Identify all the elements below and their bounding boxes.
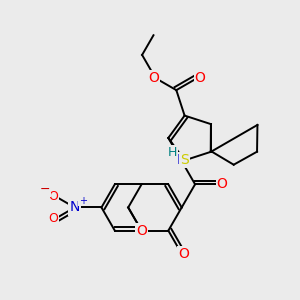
Text: −: − <box>40 183 50 196</box>
Text: O: O <box>195 71 206 85</box>
Text: O: O <box>48 212 58 225</box>
Text: H: H <box>168 146 178 159</box>
Text: O: O <box>178 247 189 261</box>
Text: O: O <box>148 71 159 85</box>
Text: N: N <box>70 200 80 214</box>
Text: O: O <box>48 190 58 202</box>
Text: N: N <box>176 153 187 167</box>
Text: O: O <box>217 177 228 191</box>
Text: S: S <box>180 153 189 167</box>
Text: +: + <box>79 196 87 206</box>
Text: O: O <box>136 224 147 238</box>
